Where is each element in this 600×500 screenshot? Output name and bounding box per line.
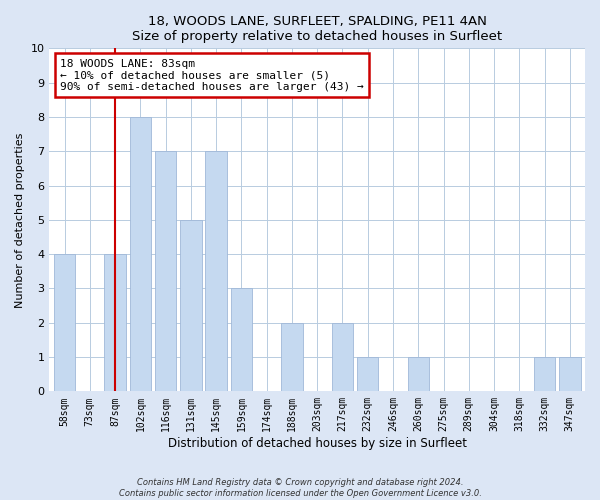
Y-axis label: Number of detached properties: Number of detached properties bbox=[15, 132, 25, 308]
Text: 18 WOODS LANE: 83sqm
← 10% of detached houses are smaller (5)
90% of semi-detach: 18 WOODS LANE: 83sqm ← 10% of detached h… bbox=[60, 58, 364, 92]
Bar bbox=[180, 220, 202, 392]
Bar bbox=[281, 322, 302, 392]
Title: 18, WOODS LANE, SURFLEET, SPALDING, PE11 4AN
Size of property relative to detach: 18, WOODS LANE, SURFLEET, SPALDING, PE11… bbox=[132, 15, 502, 43]
Bar bbox=[534, 357, 556, 392]
Bar bbox=[332, 322, 353, 392]
Bar bbox=[205, 151, 227, 392]
Bar bbox=[559, 357, 581, 392]
X-axis label: Distribution of detached houses by size in Surfleet: Distribution of detached houses by size … bbox=[168, 437, 467, 450]
Bar bbox=[407, 357, 429, 392]
Bar bbox=[230, 288, 252, 392]
Bar bbox=[54, 254, 76, 392]
Text: Contains HM Land Registry data © Crown copyright and database right 2024.
Contai: Contains HM Land Registry data © Crown c… bbox=[119, 478, 481, 498]
Bar bbox=[357, 357, 379, 392]
Bar bbox=[155, 151, 176, 392]
Bar bbox=[130, 117, 151, 392]
Bar bbox=[104, 254, 126, 392]
